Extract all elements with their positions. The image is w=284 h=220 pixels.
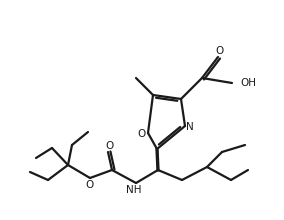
Text: O: O xyxy=(105,141,113,151)
Text: OH: OH xyxy=(240,78,256,88)
Text: O: O xyxy=(216,46,224,56)
Text: N: N xyxy=(186,122,194,132)
Text: NH: NH xyxy=(126,185,142,195)
Text: O: O xyxy=(85,180,93,190)
Text: O: O xyxy=(138,129,146,139)
